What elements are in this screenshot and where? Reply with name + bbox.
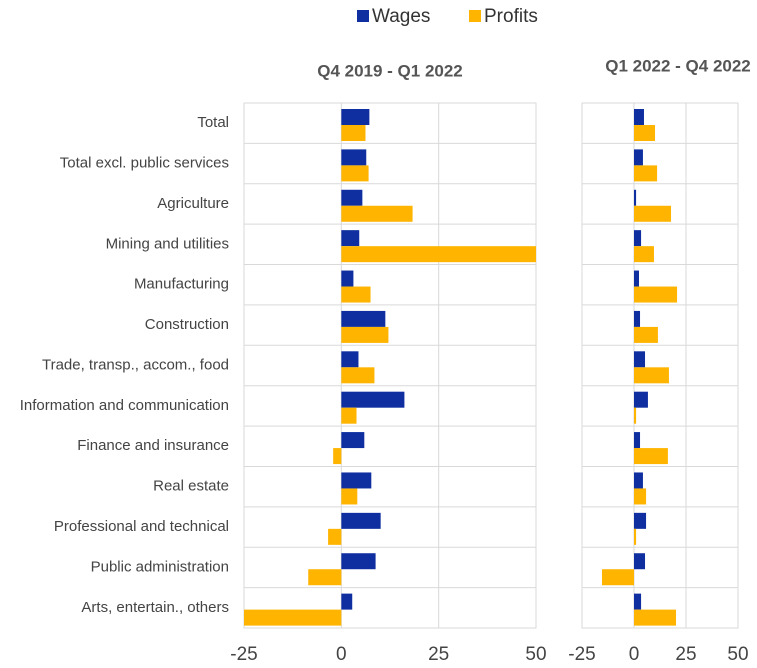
bar (634, 367, 669, 384)
bar (634, 310, 641, 327)
x-tick-label: -25 (230, 644, 257, 665)
category-label: Professional and technical (54, 518, 229, 535)
legend-label: Profits (484, 6, 538, 27)
bar (634, 407, 637, 424)
bar (341, 165, 369, 182)
bar (341, 189, 363, 206)
panel-title: Q1 2022 - Q4 2022 (605, 56, 751, 75)
category-label: Public administration (91, 558, 229, 575)
bar (634, 165, 658, 182)
bar (634, 230, 642, 247)
plot-frame (243, 102, 537, 629)
x-tick-label: -25 (568, 644, 595, 665)
bar (341, 432, 365, 449)
bar (341, 149, 367, 166)
bar (634, 609, 677, 626)
legend-swatch (469, 10, 481, 22)
bar (341, 109, 370, 125)
bar (341, 472, 372, 489)
bar (341, 367, 375, 384)
bar (341, 205, 413, 222)
x-tick-label: 0 (629, 644, 640, 665)
x-tick-label: 50 (727, 644, 748, 665)
bar (634, 448, 668, 465)
bar (634, 593, 642, 610)
category-label: Construction (145, 316, 229, 333)
plot-frame (581, 102, 739, 629)
bar (341, 125, 366, 141)
category-label: Total excl. public services (60, 155, 229, 172)
bar (341, 553, 376, 570)
x-tick-label: 25 (675, 644, 696, 665)
bar (634, 351, 646, 368)
category-label: Agriculture (157, 195, 229, 212)
category-label: Mining and utilities (106, 235, 229, 252)
bar (341, 270, 354, 287)
bar (634, 125, 656, 141)
bar (341, 246, 536, 263)
bar (601, 569, 634, 586)
bar (634, 286, 678, 303)
bar (634, 326, 658, 343)
bar (341, 407, 357, 424)
category-label: Information and communication (20, 397, 229, 414)
x-tick-label: 50 (525, 644, 546, 665)
category-label: Trade, transp., accom., food (42, 356, 229, 373)
legend-swatch (357, 10, 369, 22)
bar (634, 553, 646, 570)
bar (341, 326, 389, 343)
bar (634, 512, 647, 529)
bar (634, 189, 637, 206)
bar (341, 512, 381, 529)
bar (634, 109, 644, 125)
x-tick-label: 25 (428, 644, 449, 665)
bar (634, 528, 637, 545)
bar (308, 569, 342, 586)
bar (634, 205, 672, 222)
x-tick-label: 0 (336, 644, 347, 665)
bar (341, 230, 360, 247)
bar (634, 246, 654, 263)
bar (333, 448, 342, 465)
category-label: Manufacturing (134, 276, 229, 293)
bar (634, 432, 641, 449)
panel-title: Q4 2019 - Q1 2022 (317, 61, 463, 80)
category-label: Real estate (153, 478, 229, 495)
category-label: Arts, entertain., others (81, 599, 229, 616)
bar (634, 270, 639, 287)
bar (341, 351, 359, 368)
bar (341, 391, 405, 408)
bar (634, 488, 647, 505)
bar (244, 609, 342, 626)
bar (634, 472, 643, 489)
bar (634, 391, 648, 408)
category-label: Finance and insurance (77, 437, 229, 454)
bar (341, 488, 358, 505)
category-label: Total (197, 114, 229, 131)
bar (341, 310, 386, 327)
bar (634, 149, 643, 166)
bar (341, 593, 353, 610)
bar (341, 286, 371, 303)
legend-label: Wages (372, 6, 430, 27)
bar (328, 528, 342, 545)
